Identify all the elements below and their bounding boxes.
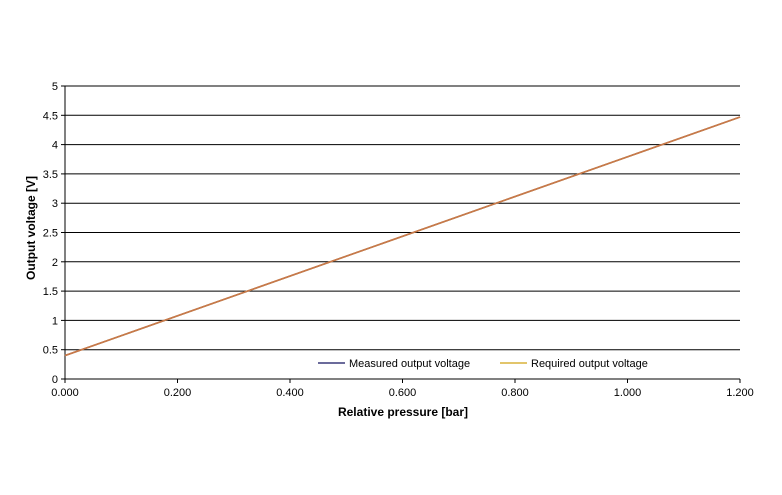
legend-label-measured: Measured output voltage	[349, 358, 470, 370]
y-tick-label: 4.5	[43, 110, 58, 122]
y-tick-label: 3.5	[43, 169, 58, 181]
x-tick-label: 0.400	[276, 387, 304, 399]
y-tick-label: 2.5	[43, 228, 58, 240]
legend: Measured output voltage Required output …	[318, 358, 648, 370]
tick-labels: 0 0.5 1 1.5 2 2.5 3 3.5 4 4.5 5 0.000 0.200 0.400 0.60…	[43, 81, 754, 399]
y-tick-label: 1.5	[43, 286, 58, 298]
x-tick-label: 1.000	[614, 387, 642, 399]
y-tick-label: 5	[52, 81, 58, 93]
x-tick-label: 0.000	[51, 387, 79, 399]
x-axis-title: Relative pressure [bar]	[338, 405, 468, 419]
x-tick-label: 0.600	[389, 387, 417, 399]
y-tick-label: 1	[52, 315, 58, 327]
series-overlap-line	[64, 116, 741, 357]
y-tick-label: 0.5	[43, 345, 58, 357]
axes	[61, 85, 741, 383]
y-axis-title: Output voltage [V]	[24, 176, 38, 280]
y-tick-label: 2	[52, 257, 58, 269]
grid	[65, 85, 740, 351]
series	[64, 116, 741, 357]
x-tick-label: 1.200	[726, 387, 754, 399]
legend-label-required: Required output voltage	[531, 358, 648, 370]
x-tick-label: 0.200	[164, 387, 192, 399]
y-tick-label: 0	[52, 374, 58, 386]
x-tick-label: 0.800	[501, 387, 529, 399]
y-tick-label: 4	[52, 140, 58, 152]
y-tick-label: 3	[52, 198, 58, 210]
